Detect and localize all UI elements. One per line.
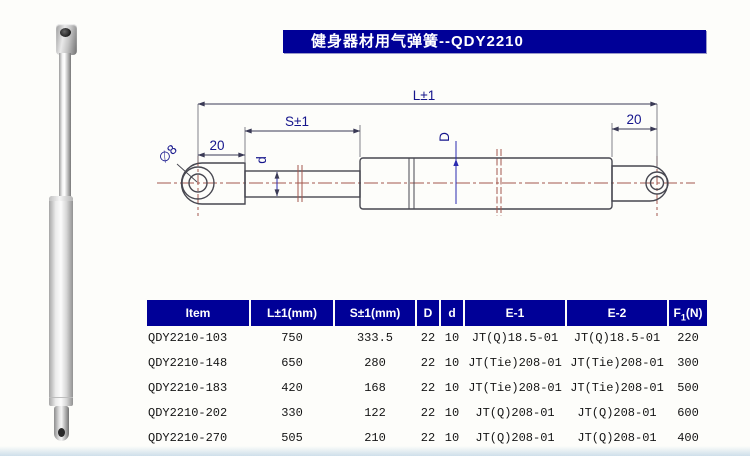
cell-length: 750 [281,331,303,345]
cell-D: 22 [420,406,436,420]
dim-label-total-length: L±1 [413,88,435,103]
cell-e2: JT(Q)18.5-01 [573,331,661,345]
col-header-item: Item [147,300,249,326]
cell-stroke: 122 [364,406,386,420]
cell-d: 10 [444,356,460,370]
dim-label-stroke: S±1 [285,114,309,129]
cell-item: QDY2210-202 [148,406,228,420]
photo-top-eyelet-hole [60,28,71,37]
dim-label-left-end: 20 [209,138,224,153]
col-header-e1: E-1 [465,300,565,326]
cell-stroke: 168 [364,381,386,395]
cell-d: 10 [444,381,460,395]
dim-label-right-end: 20 [626,112,641,127]
centerlines [157,156,695,216]
photo-cylinder-cap [49,196,73,201]
photo-bottom-eyelet-hole [58,428,65,437]
dim-label-rod-diameter: d [254,156,269,164]
cell-force: 400 [677,431,699,445]
left-eyelet-hole [188,173,208,193]
force-header-subscript: 1 [680,312,686,323]
cell-item: QDY2210-183 [148,381,228,395]
photo-bottom-end-fitting [54,406,69,441]
photo-top-eyelet [56,24,77,55]
photo-cylinder-seam [49,397,73,398]
cell-d: 10 [444,431,460,445]
cell-force: 220 [677,331,699,345]
photo-cylinder-body [49,196,73,406]
cell-e2: JT(Q)208-01 [577,406,657,420]
gas-spring-photo [40,14,135,449]
dim-label-body-diameter: D [437,132,452,142]
table-row: QDY2210-202 330 122 22 10 JT(Q)208-01 JT… [147,401,707,426]
force-header-unit: (N) [685,306,703,320]
col-header-e2: E-2 [567,300,667,326]
table-row: QDY2210-183 420 168 22 10 JT(Tie)208-01 … [147,376,707,401]
spec-table: Item L±1(mm) S±1(mm) D d E-1 E-2 F1(N) Q… [147,300,707,451]
bottom-edge-strip [0,446,750,456]
diameter-indicators [274,141,459,204]
cell-force: 500 [677,381,699,395]
cell-e2: JT(Tie)208-01 [570,356,664,370]
eye-hole-leader-line [176,163,198,183]
cell-length: 650 [281,356,303,370]
cell-stroke: 333.5 [356,331,393,345]
col-header-D: D [417,300,439,326]
title-bar: 健身器材用气弹簧--QDY2210 [283,30,706,53]
cell-d: 10 [444,331,460,345]
col-header-length: L±1(mm) [251,300,333,326]
cell-stroke: 210 [364,431,386,445]
cell-D: 22 [420,381,436,395]
col-header-stroke: S±1(mm) [335,300,415,326]
spec-table-header-row: Item L±1(mm) S±1(mm) D d E-1 E-2 F1(N) [147,300,707,326]
cell-e1: JT(Q)208-01 [475,406,555,420]
col-header-d: d [441,300,463,326]
cell-D: 22 [420,331,436,345]
cell-e1: JT(Q)18.5-01 [471,331,559,345]
break-lines [297,149,502,216]
cell-e1: JT(Tie)208-01 [468,356,562,370]
cell-length: 505 [281,431,303,445]
cell-e1: JT(Tie)208-01 [468,381,562,395]
dim-label-eye-hole: ∅8 [156,142,180,166]
cell-stroke: 280 [364,356,386,370]
dimension-lines [197,101,658,158]
cell-length: 330 [281,406,303,420]
cell-item: QDY2210-148 [148,356,228,370]
table-row: QDY2210-270 505 210 22 10 JT(Q)208-01 JT… [147,426,707,451]
cell-e1: JT(Q)208-01 [475,431,555,445]
cell-force: 600 [677,406,699,420]
technical-drawing: L±1 S±1 20 20 D d ∅8 [156,88,695,216]
cell-item: QDY2210-103 [148,331,228,345]
cell-item: QDY2210-270 [148,431,228,445]
cell-force: 300 [677,356,699,370]
right-eyelet-hole [649,175,665,191]
cell-D: 22 [420,356,436,370]
cell-e2: JT(Tie)208-01 [570,381,664,395]
table-row: QDY2210-148 650 280 22 10 JT(Tie)208-01 … [147,351,707,376]
page-title: 健身器材用气弹簧--QDY2210 [311,33,524,50]
photo-piston-rod [59,53,71,198]
force-header-symbol: F [673,306,681,320]
right-eyelet-outer-circle [645,171,669,195]
cell-length: 420 [281,381,303,395]
cell-e2: JT(Q)208-01 [577,431,657,445]
cell-d: 10 [444,406,460,420]
gas-spring-outline [180,157,669,210]
table-row: QDY2210-103 750 333.5 22 10 JT(Q)18.5-01… [147,326,707,351]
cell-D: 22 [420,431,436,445]
left-eyelet-outer-circle [181,166,215,200]
col-header-force: F1(N) [669,300,707,326]
